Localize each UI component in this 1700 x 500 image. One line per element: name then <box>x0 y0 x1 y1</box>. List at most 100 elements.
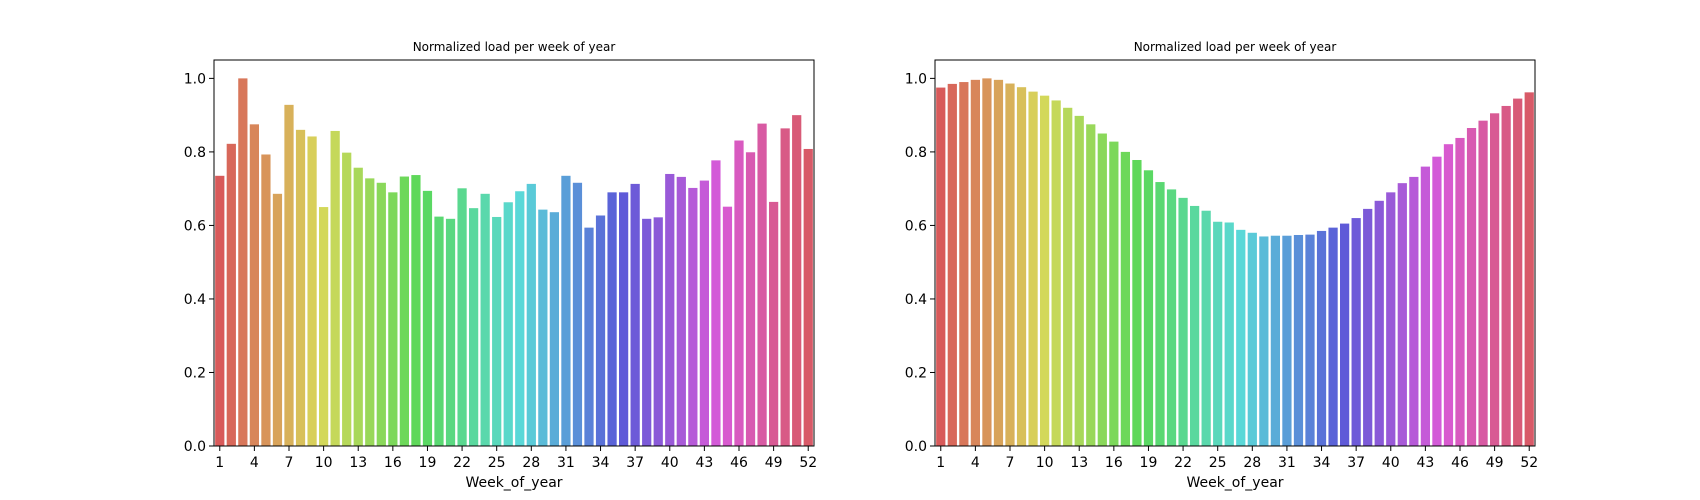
bar-week-49 <box>1490 113 1500 447</box>
bar-week-18 <box>1132 159 1142 447</box>
bar-week-39 <box>653 217 663 446</box>
x-tick-label: 31 <box>1278 455 1296 471</box>
bar-week-19 <box>422 190 433 446</box>
x-tick-label: 31 <box>557 455 575 471</box>
x-tick-label: 40 <box>1382 455 1400 471</box>
bar-week-15 <box>376 182 386 446</box>
bar-week-42 <box>1409 176 1419 446</box>
bar-week-14 <box>365 178 375 446</box>
x-tick-label: 52 <box>1520 455 1538 471</box>
bar-week-8 <box>1016 87 1027 446</box>
bar-week-46 <box>734 140 744 446</box>
bar-week-35 <box>607 192 617 446</box>
y-tick-label: 0.6 <box>184 218 206 234</box>
bar-week-42 <box>688 187 698 446</box>
bar-week-26 <box>1224 222 1234 446</box>
bar-week-50 <box>780 128 790 446</box>
bar-week-41 <box>676 176 686 446</box>
x-tick-label: 4 <box>971 455 980 471</box>
bar-week-34 <box>1316 230 1327 446</box>
bar-week-51 <box>1513 98 1523 446</box>
bar-week-31 <box>561 175 571 447</box>
bar-week-38 <box>642 218 652 446</box>
y-tick-label: 1.0 <box>905 71 927 87</box>
bar-week-34 <box>595 215 606 446</box>
bar-week-47 <box>1466 128 1477 446</box>
bar-week-5 <box>982 78 992 446</box>
x-tick-label: 13 <box>349 455 367 471</box>
bar-week-47 <box>745 152 756 446</box>
bar-week-3 <box>238 78 248 446</box>
bar-week-1 <box>215 175 225 447</box>
x-tick-label: 49 <box>765 455 783 471</box>
bar-week-51 <box>792 115 802 446</box>
chart-panel-1: 0.0 0.2 0.4 0.6 0.8 1.0 1 4 7 10 13 16 19 22 25 28 31 34 3… <box>184 40 817 491</box>
bar-week-11 <box>330 130 340 446</box>
x-tick-label: 37 <box>626 455 644 471</box>
bar-week-41 <box>1397 183 1407 446</box>
y-tick-label: 0.4 <box>905 292 927 308</box>
bar-week-40 <box>665 173 675 446</box>
x-tick-label: 28 <box>1243 455 1261 471</box>
bar-week-21 <box>1166 189 1177 446</box>
bar-week-10 <box>319 207 329 446</box>
bar-week-2 <box>226 143 236 446</box>
bar-week-17 <box>399 176 409 447</box>
x-tick-label: 46 <box>1451 455 1469 471</box>
y-tick-label: 0.0 <box>905 439 927 455</box>
y-tick-label: 0.8 <box>184 145 206 161</box>
bar-week-12 <box>1063 107 1073 446</box>
x-tick-label: 22 <box>453 455 471 471</box>
x-axis-label: Week_of_year <box>465 475 562 491</box>
x-tick-label: 16 <box>1105 455 1123 471</box>
bar-week-12 <box>342 152 352 446</box>
bar-week-7 <box>1005 83 1015 446</box>
bar-week-9 <box>307 136 317 446</box>
bar-week-28 <box>1247 232 1257 446</box>
x-tick-label: 34 <box>592 455 610 471</box>
bar-week-29 <box>1259 236 1269 446</box>
bar-week-37 <box>630 183 640 446</box>
bar-week-23 <box>469 208 479 446</box>
x-tick-label: 13 <box>1070 455 1088 471</box>
bar-week-6 <box>993 79 1004 446</box>
x-tick-label: 43 <box>695 455 713 471</box>
y-tick-label: 1.0 <box>184 71 206 87</box>
bar-week-6 <box>272 193 283 446</box>
x-tick-label: 46 <box>730 455 748 471</box>
x-tick-label: 7 <box>285 455 294 471</box>
bar-week-43 <box>1420 166 1430 447</box>
x-tick-label: 25 <box>1209 455 1227 471</box>
y-tick-label: 0.8 <box>905 145 927 161</box>
bar-week-24 <box>1201 210 1211 446</box>
bar-week-19 <box>1143 170 1154 447</box>
bar-week-45 <box>722 206 733 446</box>
bar-week-48 <box>1478 120 1488 446</box>
bar-week-31 <box>1282 235 1292 446</box>
bar-week-16 <box>1109 141 1119 447</box>
bar-week-52 <box>1524 92 1534 446</box>
x-tick-label: 28 <box>522 455 540 471</box>
bar-week-20 <box>434 216 444 446</box>
bar-week-18 <box>411 175 421 446</box>
bar-week-48 <box>757 123 767 446</box>
y-tick-label: 0.2 <box>184 365 206 381</box>
x-tick-label: 25 <box>488 455 506 471</box>
bar-week-30 <box>1270 235 1280 446</box>
bar-week-26 <box>503 202 513 446</box>
chart-title: Normalized load per week of year <box>413 40 616 54</box>
bar-week-4 <box>249 124 259 446</box>
bar-week-29 <box>538 209 548 446</box>
bar-week-27 <box>1236 229 1246 446</box>
y-tick-label: 0.4 <box>184 292 206 308</box>
chart-panel-2: 0.0 0.2 0.4 0.6 0.8 1.0 1 4 7 10 13 16 19 22 25 28 31 34 3… <box>905 40 1538 491</box>
bar-week-13 <box>353 167 363 446</box>
bar-week-25 <box>1213 221 1223 446</box>
bar-week-36 <box>1340 223 1350 446</box>
bar-week-33 <box>1305 234 1315 446</box>
bar-week-17 <box>1120 151 1130 446</box>
bar-week-43 <box>699 180 709 446</box>
y-tick-label: 0.0 <box>184 439 206 455</box>
x-tick-label: 7 <box>1006 455 1015 471</box>
x-tick-label: 40 <box>661 455 679 471</box>
